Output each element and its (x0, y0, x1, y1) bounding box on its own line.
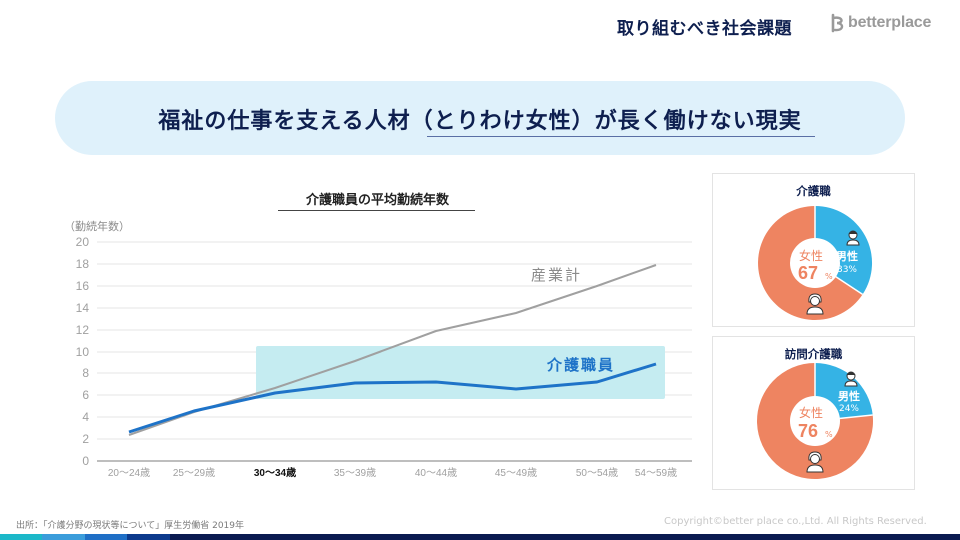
female-unit: % (825, 272, 833, 281)
footer-bar-segment (170, 534, 960, 540)
male-label: 男性 (838, 389, 860, 403)
grid-lines (97, 241, 692, 440)
footer-bar-segment (85, 534, 127, 540)
y-tick: 8 (82, 366, 89, 380)
female-label: 女性 (799, 248, 823, 263)
pie-title: 訪問介護職 (784, 347, 843, 361)
female-label: 女性 (799, 405, 823, 420)
x-tick-highlighted: 30〜34歳 (254, 466, 296, 479)
source-citation: 出所：「介護分野の現状等について」厚生労働省 2019年 (16, 521, 244, 531)
label-care: 介護職員 (546, 356, 615, 374)
footer-bar-segment (127, 534, 170, 540)
footer-color-bar (0, 534, 960, 540)
y-tick: 0 (82, 454, 89, 468)
y-axis-unit-label: （勤続年数） (64, 220, 130, 233)
y-tick: 18 (76, 257, 90, 271)
x-tick: 50〜54歳 (576, 467, 618, 479)
x-tick-labels: 20〜24歳 25〜29歳 30〜34歳 35〜39歳 40〜44歳 45〜49… (108, 466, 677, 479)
footer-bar-segment (42, 534, 85, 540)
x-tick: 45〜49歳 (495, 467, 537, 479)
y-tick: 14 (76, 301, 90, 315)
pie-chart-home-care: 男性 24% 女性 76 % (757, 363, 874, 479)
pie-chart-care: 男性 33% 女性 67 % (758, 206, 873, 320)
logo-text: betterplace (848, 14, 932, 31)
x-tick: 20〜24歳 (108, 467, 150, 479)
slide-section-title: 取り組むべき社会課題 (617, 19, 792, 39)
footer-bar-segment (0, 534, 42, 540)
male-label: 男性 (836, 249, 858, 263)
y-tick: 16 (76, 279, 90, 293)
headline-underline (427, 136, 815, 137)
y-tick: 4 (82, 410, 89, 424)
female-person-icon (806, 451, 824, 473)
copyright-text: Copyright©better place co.,Ltd. All Righ… (664, 516, 927, 527)
betterplace-logo-icon (831, 13, 844, 33)
chart-title-underline (278, 210, 475, 211)
x-tick: 35〜39歳 (334, 467, 376, 479)
pie-title: 介護職 (796, 184, 831, 198)
headline-text: 福祉の仕事を支える人材（とりわけ女性）が長く働けない現実 (158, 109, 802, 134)
x-tick: 54〜59歳 (635, 467, 677, 479)
y-tick: 2 (82, 432, 89, 446)
male-person-icon (844, 371, 858, 387)
x-tick: 40〜44歳 (415, 467, 457, 479)
company-logo: betterplace (830, 13, 931, 33)
line-chart-title: 介護職員の平均勤続年数 (305, 193, 449, 208)
female-value: 67 (798, 263, 818, 283)
x-tick: 25〜29歳 (173, 467, 215, 479)
pie-card-care: 介護職 男性 33% 女性 67 % (712, 173, 915, 327)
line-chart: 0 2 4 6 8 10 12 14 16 18 20 20〜24歳 25〜29… (76, 235, 692, 479)
y-tick-labels: 0 2 4 6 8 10 12 14 16 18 20 (76, 235, 90, 468)
male-value: 24% (839, 404, 859, 414)
male-person-icon (846, 230, 860, 246)
female-unit: % (825, 430, 833, 439)
headline-banner: 福祉の仕事を支える人材（とりわけ女性）が長く働けない現実 (55, 81, 905, 155)
series-line-care (128, 362, 657, 434)
female-value: 76 (798, 421, 818, 441)
male-value: 33% (837, 265, 857, 275)
label-total: 産業計 (531, 266, 582, 284)
female-person-icon (806, 293, 824, 315)
y-tick: 10 (76, 345, 90, 359)
pie-card-home-care: 訪問介護職 男性 24% 女性 76 % (712, 336, 915, 490)
y-tick: 20 (76, 235, 90, 249)
y-tick: 6 (82, 388, 89, 402)
y-tick: 12 (76, 323, 90, 337)
